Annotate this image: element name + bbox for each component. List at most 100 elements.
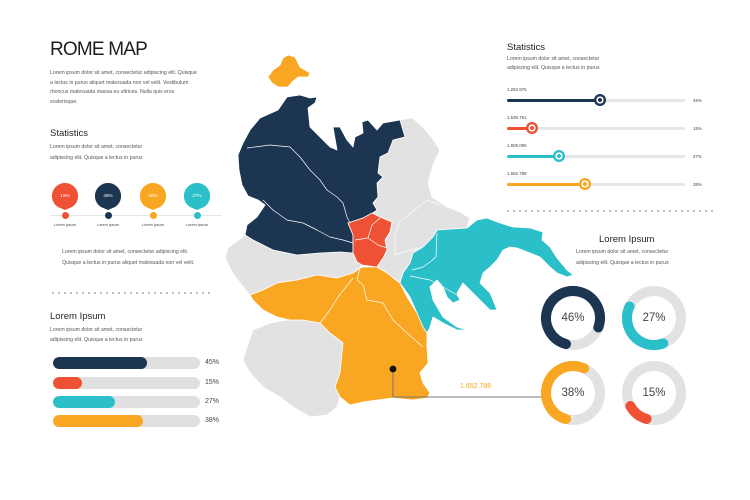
pin-label: Lorem ipsum [142,223,164,227]
map-callout-value: 1.652.788 [460,383,492,390]
donut-ring [622,361,686,425]
map-callout [389,365,547,398]
map-pin-icon [52,183,78,210]
donut-ring [541,361,605,425]
slider-fill [507,126,532,130]
slider-knob[interactable] [552,150,565,162]
stat-pin: 46% [95,183,121,217]
desc-line: Lorem ipsum dolor sit amet, consectetur [507,56,600,62]
slider-value: 38% [693,181,702,187]
donut-ring [622,286,686,350]
slider-knob[interactable] [579,178,592,190]
progress-bar [53,377,200,389]
desc-line: adipiscing elit. Quisque a lectus in pur… [576,260,669,266]
stat-slider[interactable] [507,150,685,162]
progress-value: 45% [205,359,220,366]
slider-label: 1.652.788 [507,171,527,176]
intro-paragraph: Lorem ipsum dolor sit amet, consectetur … [50,69,197,107]
progress-bar-fill [53,396,115,408]
right-donuts-heading: Lorem Ipsum [599,234,655,245]
pin-label: Lorem ipsum [186,223,208,227]
donut-value: 15% [642,387,666,399]
progress-value: 38% [205,417,220,424]
donut-value: 38% [561,387,585,399]
intro-line: a lectus in purus aliquet malesuada non … [50,79,189,86]
stat-pin: 38% [140,183,166,217]
slider-knob[interactable] [593,94,606,106]
right-donuts-desc: Lorem ipsum dolor sit amet, consectetur … [576,247,669,269]
district-borders [246,144,463,348]
stat-pin: 15% [52,183,78,217]
desc-line: adipiscing elit. Quisque a lectus in pur… [50,336,143,343]
slider-label: 1.909.099 [507,143,527,148]
stat-slider[interactable] [507,122,685,134]
slider-value: 27% [693,153,702,159]
intro-line: rhoncus malesuada massa eu ultrices. Nul… [50,89,175,95]
donut-chart: 27% [621,285,687,351]
pin-baseline [50,215,222,216]
pin-dot [61,212,69,219]
map-pin-icon [184,183,210,210]
dotted-divider [50,292,212,294]
left-statistics-desc: Lorem ipsum dolor sit amet, consectetur … [50,142,143,163]
pin-label: Lorem ipsum [97,223,119,227]
left-note-paragraph: Lorem ipsum dolor sit amet, consectetur … [62,247,194,269]
left-bars-desc: Lorem ipsum dolor sit amet, consectetur … [50,326,143,345]
slider-value: 15% [693,125,702,131]
map-region-east [399,217,574,334]
slider-knob[interactable] [525,122,538,134]
dotted-divider [505,210,713,212]
map-region-center [347,212,393,268]
pin-value: 27% [192,193,202,198]
slider-fill [507,98,600,102]
pin-value: 15% [60,193,70,198]
desc-line: Lorem ipsum dolor sit amet, consectetur [576,249,669,255]
note-line: Lorem ipsum dolor sit amet, consectetur … [62,249,189,255]
donut-ring [541,286,605,350]
right-statistics-heading: Statistics [507,42,546,53]
map-pin-icon [140,183,166,210]
map-region-south [249,266,431,406]
slider-value: 46% [693,97,702,103]
progress-bar-fill [53,357,148,369]
slider-fill [507,182,586,186]
pin-value: 46% [103,193,113,198]
donut-chart: 46% [540,285,606,351]
slider-label: 1.535.761 [507,115,527,120]
map-region-island [267,54,311,88]
pin-label: Lorem ipsum [54,223,76,227]
page-title: ROME MAP [50,39,148,60]
pin-dot [104,212,112,219]
progress-value: 15% [205,379,220,386]
note-line: Quisque a lectus in purus aliquet malesu… [62,260,195,266]
left-statistics-heading: Statistics [50,128,89,139]
intro-line: Lorem ipsum dolor sit amet, consectetur … [50,70,198,76]
location-marker-icon [389,365,397,373]
donut-chart: 15% [621,360,687,426]
slider-label: 1.253.975 [507,87,527,92]
intro-line: scelerisque. [50,98,78,105]
donut-chart: 38% [540,360,606,426]
progress-bar [53,396,200,408]
pin-dot [193,212,201,219]
map-region-southwest [242,319,344,418]
progress-value: 27% [205,398,220,405]
donut-value: 27% [642,312,666,324]
desc-line: Lorem ipsum dolor sit amet, consectetur [50,144,143,150]
progress-bar [53,415,200,427]
desc-line: adipiscing elit. Quisque a lectus in pur… [507,65,600,71]
stat-slider[interactable] [507,178,685,190]
stat-slider[interactable] [507,94,685,106]
map-pin-icon [95,183,121,210]
progress-bar [53,357,200,369]
pin-dot [149,212,157,219]
desc-line: Lorem ipsum dolor sit amet, consectetur [50,327,143,333]
stat-pin: 27% [184,183,210,217]
progress-bar-fill [53,377,83,389]
progress-bar-fill [53,415,143,427]
pin-value: 38% [148,193,158,198]
desc-line: adipiscing elit. Quisque a lectus in pur… [50,154,143,161]
donut-value: 46% [561,312,585,324]
right-statistics-desc: Lorem ipsum dolor sit amet, consectetur … [507,55,600,73]
